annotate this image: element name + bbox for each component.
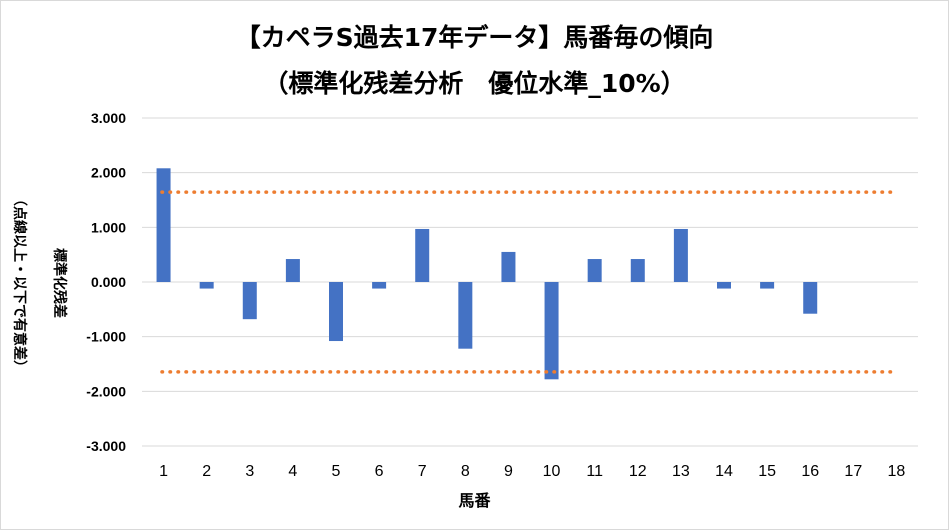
bar [415, 228, 430, 282]
x-tick-label: 18 [888, 463, 906, 480]
x-tick-label: 4 [288, 463, 297, 480]
x-tick-label: 16 [801, 463, 819, 480]
bar [630, 259, 645, 282]
bar [372, 282, 387, 289]
bar [329, 282, 343, 342]
y-tick-label: 2.000 [91, 165, 126, 181]
x-tick-label: 13 [672, 463, 690, 480]
bar [501, 251, 516, 282]
y-tick-label: -3.000 [86, 438, 126, 454]
bar [156, 168, 171, 282]
y-tick-label: 3.000 [91, 110, 126, 126]
x-tick-label: 6 [375, 463, 384, 480]
bar [587, 259, 602, 282]
x-tick-label: 11 [586, 463, 603, 480]
bar [458, 282, 473, 349]
y-tick-label: 1.000 [91, 219, 126, 235]
chart-subtitle: （標準化残差分析 優位水準_10%） [263, 69, 686, 98]
x-tick-label: 3 [245, 463, 254, 480]
x-tick-label: 2 [202, 463, 211, 480]
bar [199, 282, 214, 289]
y-tick-label: -2.000 [86, 383, 126, 399]
x-tick-label: 5 [332, 463, 341, 480]
x-tick-label: 9 [504, 463, 513, 480]
bar [803, 282, 818, 314]
bar [285, 259, 300, 282]
x-tick-label: 15 [758, 463, 776, 480]
x-tick-label: 14 [715, 463, 733, 480]
x-axis-label: 馬番 [458, 491, 491, 510]
x-tick-label: 17 [844, 463, 862, 480]
x-tick-label: 12 [629, 463, 647, 480]
bar [242, 282, 257, 320]
x-tick-label: 8 [461, 463, 470, 480]
y-tick-label: -1.000 [86, 329, 126, 345]
x-tick-label: 10 [543, 463, 561, 480]
bar [544, 282, 559, 380]
bar [760, 282, 775, 289]
x-tick-label: 1 [159, 463, 168, 480]
bar [673, 228, 688, 282]
y-tick-label: 0.000 [91, 274, 126, 290]
bar [717, 282, 731, 289]
chart-title: 【カペラS過去17年データ】馬番毎の傾向 [235, 23, 714, 52]
x-tick-label: 7 [418, 463, 427, 480]
